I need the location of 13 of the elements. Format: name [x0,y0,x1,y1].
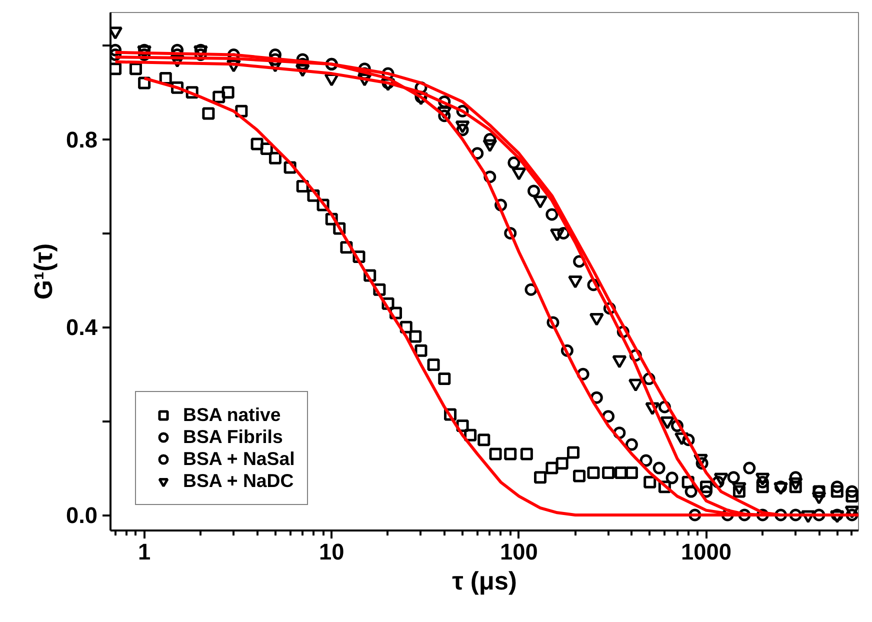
legend-label: BSA + NaSal [183,448,295,470]
y-tick-label: 0.4 [66,314,98,340]
y-axis-title: G¹(τ) [30,243,58,300]
x-tick-label: 10 [319,538,344,564]
x-tick-label: 100 [500,538,538,564]
y-tick-label: 0.8 [66,126,98,152]
y-tick-label: 0.0 [66,502,98,528]
legend-label: BSA + NaDC [183,470,294,492]
legend-label: BSA native [183,404,281,426]
x-tick-label: 1000 [681,538,732,564]
legend-label: BSA Fibrils [183,426,283,448]
x-axis-title: τ (μs) [452,568,517,596]
x-tick-label: 1 [138,538,151,564]
